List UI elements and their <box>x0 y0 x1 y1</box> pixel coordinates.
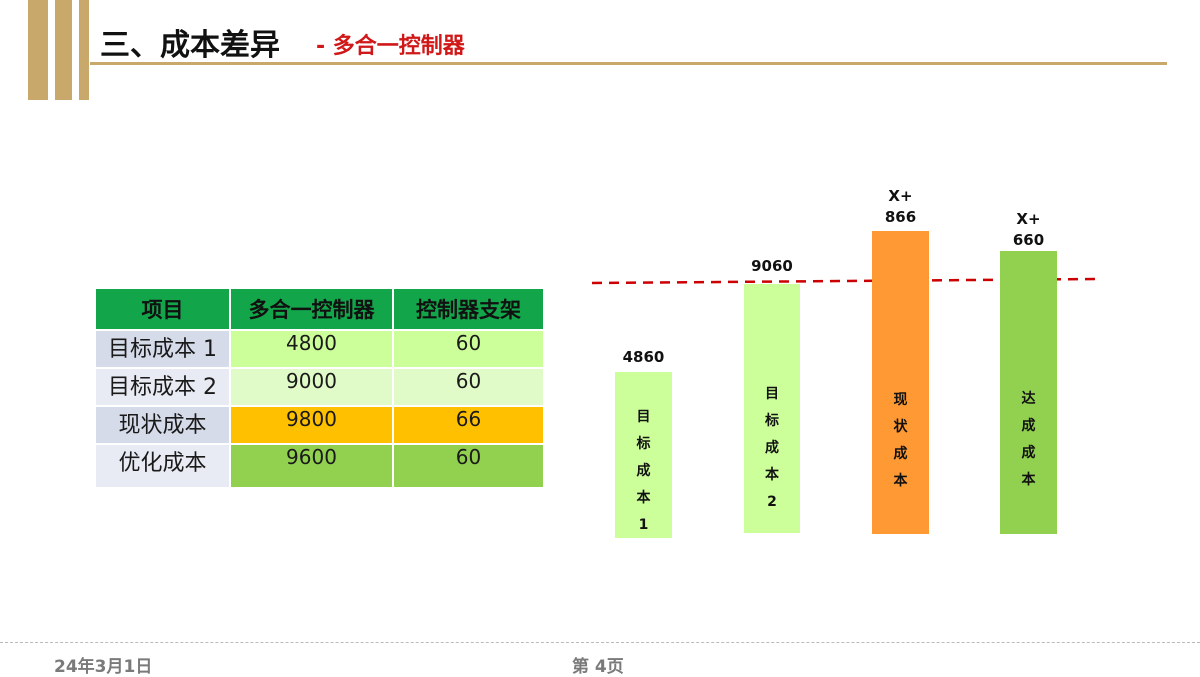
bracket-cost: 66 <box>392 405 545 445</box>
cost-table: 项目 多合一控制器 控制器支架 目标成本 1 4800 60 目标成本 2 90… <box>94 287 545 489</box>
bar-category-label: 现状成本 <box>893 392 908 489</box>
table-header-row: 项目 多合一控制器 控制器支架 <box>94 287 545 331</box>
decor-bar-2 <box>55 0 72 100</box>
controller-cost: 9800 <box>229 405 394 445</box>
col-header-item: 项目 <box>94 287 231 331</box>
footer-date: 24年3月1日 <box>54 657 153 677</box>
table-row: 目标成本 2 9000 60 <box>94 367 545 407</box>
bar-value-label: 9060 <box>751 257 793 275</box>
bracket-cost: 60 <box>392 367 545 407</box>
table-row: 现状成本 9800 66 <box>94 405 545 445</box>
controller-cost: 4800 <box>229 329 394 369</box>
row-label: 优化成本 <box>94 443 231 489</box>
title-underline <box>90 62 1167 65</box>
page-subtitle: - 多合一控制器 <box>316 34 465 59</box>
row-label: 目标成本 2 <box>94 367 231 407</box>
table-row: 优化成本 9600 60 <box>94 443 545 489</box>
col-header-bracket: 控制器支架 <box>392 287 545 331</box>
bracket-cost: 60 <box>392 443 545 489</box>
bar-value-label: 4860 <box>622 348 665 366</box>
row-label: 目标成本 1 <box>94 329 231 369</box>
footer-page-number: 第 4页 <box>572 657 624 677</box>
decor-bar-1 <box>28 0 48 100</box>
chart-bar: 现状成本 <box>872 231 929 534</box>
row-label: 现状成本 <box>94 405 231 445</box>
bar-value-label: X+ 866 <box>884 187 917 226</box>
decor-bar-3 <box>79 0 89 100</box>
bracket-cost: 60 <box>392 329 545 369</box>
bar-category-label: 达成成本 <box>1021 391 1036 488</box>
bar-value-label: X+ 660 <box>1012 210 1045 249</box>
footer-divider <box>0 642 1200 643</box>
table-row: 目标成本 1 4800 60 <box>94 329 545 369</box>
page-title: 三、成本差异 <box>100 28 280 63</box>
controller-cost: 9000 <box>229 367 394 407</box>
col-header-controller: 多合一控制器 <box>229 287 394 331</box>
chart-bar: 达成成本 <box>1000 251 1057 534</box>
controller-cost: 9600 <box>229 443 394 489</box>
